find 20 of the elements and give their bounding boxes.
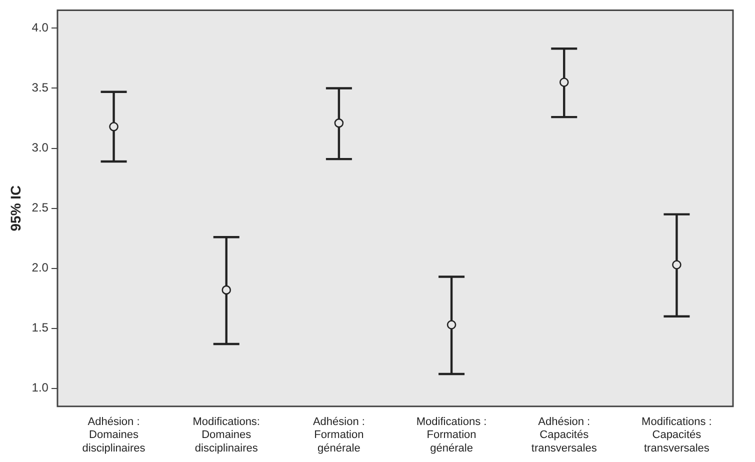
y-tick-label: 4.0 <box>32 20 49 35</box>
point <box>446 320 456 330</box>
x-tick-label: Adhésion : Capacités transversales <box>531 416 598 454</box>
x-tick-label: Adhésion : Domaines disciplinaires <box>82 416 146 454</box>
point <box>672 260 682 270</box>
x-tick-label: Modifications : Formation générale <box>416 416 487 454</box>
x-tick-label: Modifications : Capacités transversales <box>642 416 712 454</box>
x-tick-label: Modifications: Domaines disciplinaires <box>192 416 260 454</box>
y-tick-label: 1.5 <box>32 320 49 335</box>
x-tick-label: Adhésion : Formation générale <box>312 416 365 454</box>
y-tick-label: 3.5 <box>32 80 49 95</box>
point <box>334 118 344 128</box>
point <box>559 78 569 87</box>
y-tick-label: 1.0 <box>32 380 49 395</box>
y-tick-label: 2.5 <box>32 200 49 215</box>
y-axis-title: 95% IC <box>7 185 24 232</box>
y-tick-label: 3.0 <box>32 140 49 155</box>
point <box>222 285 232 295</box>
point <box>109 122 118 132</box>
y-tick-label: 2.0 <box>32 260 49 275</box>
